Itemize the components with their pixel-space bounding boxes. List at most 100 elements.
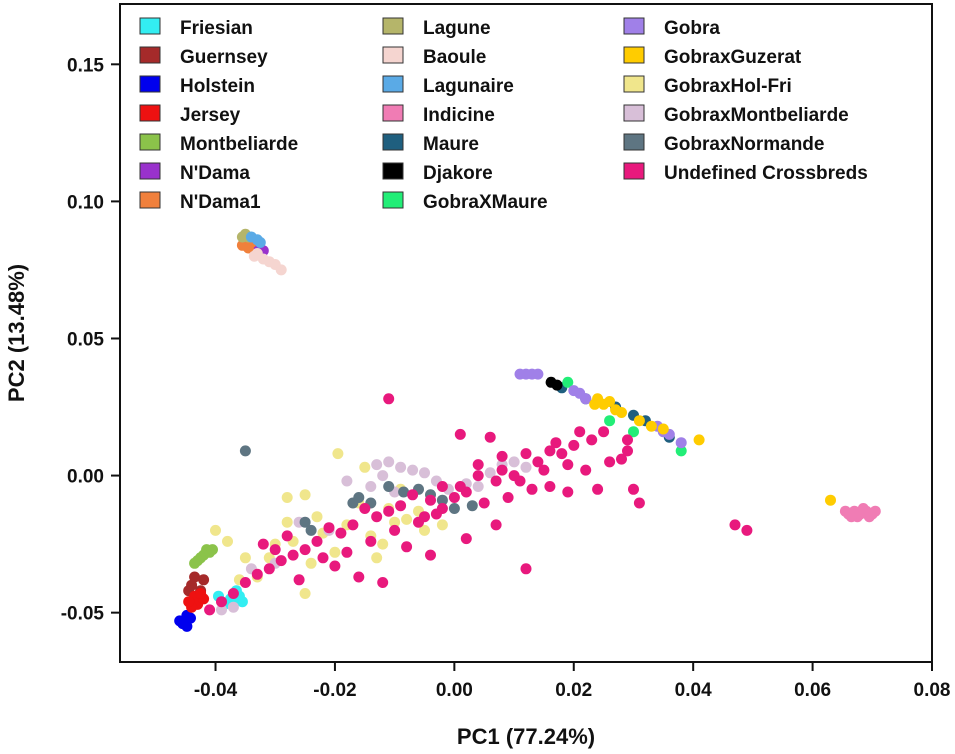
point-undefined-crossbreds <box>251 568 263 580</box>
legend-label: Gobra <box>664 18 720 39</box>
point-undefined-crossbreds <box>622 445 633 457</box>
point-undefined-crossbreds <box>633 497 645 509</box>
legend-label: Djakore <box>423 163 493 184</box>
x-axis-title: PC1 (77.24%) <box>457 724 595 749</box>
point-baoule <box>275 264 287 276</box>
point-undefined-crossbreds <box>490 519 502 531</box>
legend-label: GobraxNormande <box>664 134 824 155</box>
point-undefined-crossbreds <box>562 459 574 471</box>
point-undefined-crossbreds <box>430 508 442 520</box>
point-undefined-crossbreds <box>425 494 436 506</box>
point-undefined-crossbreds <box>568 439 580 451</box>
point-gobraxnormande <box>448 503 460 514</box>
point-undefined-crossbreds <box>239 577 251 588</box>
legend-label: Montbeliarde <box>180 134 298 155</box>
legend-swatch <box>382 133 404 151</box>
point-undefined-crossbreds <box>556 448 568 460</box>
legend-swatch <box>623 75 645 93</box>
point-undefined-crossbreds <box>598 426 610 438</box>
legend-swatch <box>382 75 404 93</box>
point-jersey <box>195 588 207 599</box>
point-undefined-crossbreds <box>508 470 520 482</box>
point-undefined-crossbreds <box>741 524 753 536</box>
point-gobraxnormande <box>466 500 478 512</box>
point-gobraxnormande <box>239 445 251 457</box>
point-undefined-crossbreds <box>454 481 466 492</box>
legend-swatch <box>139 133 161 151</box>
point-undefined-crossbreds <box>389 524 401 536</box>
point-djakore <box>551 379 563 391</box>
point-guernsey <box>198 574 210 586</box>
point-undefined-crossbreds <box>347 519 359 531</box>
point-undefined-crossbreds <box>574 426 586 438</box>
legend-swatch <box>382 191 404 209</box>
point-gobraxmaure <box>604 415 616 427</box>
point-undefined-crossbreds <box>544 445 556 457</box>
legend-label: Lagune <box>423 18 491 39</box>
point-undefined-crossbreds <box>592 483 604 495</box>
y-tick-label: 0.05 <box>67 329 104 350</box>
point-lagune <box>236 231 248 243</box>
y-tick-label: -0.05 <box>61 604 105 625</box>
legend-swatch <box>139 46 161 64</box>
point-gobraxnormande <box>436 494 448 506</box>
point-undefined-crossbreds <box>472 470 484 482</box>
point-undefined-crossbreds <box>257 538 269 550</box>
legend-label: N'Dama1 <box>180 192 261 213</box>
point-undefined-crossbreds <box>383 393 395 405</box>
point-baoule <box>251 248 263 259</box>
legend-label: Jersey <box>180 105 241 126</box>
point-undefined-crossbreds <box>550 437 562 449</box>
legend-label: GobraxMontbeliarde <box>664 105 849 126</box>
point-undefined-crossbreds <box>401 541 413 553</box>
point-friesian <box>236 596 248 608</box>
y-tick-label: 0.10 <box>67 192 104 213</box>
point-gobraxhol-fri <box>359 461 371 473</box>
point-undefined-crossbreds <box>544 481 556 492</box>
legend-swatch <box>139 17 161 35</box>
x-tick-label: 0.02 <box>555 680 592 701</box>
point-undefined-crossbreds <box>436 481 448 492</box>
point-undefined-crossbreds <box>484 431 496 443</box>
point-gobra <box>532 368 544 380</box>
point-montbeliarde <box>189 557 201 569</box>
point-undefined-crossbreds <box>490 475 502 487</box>
point-indicine <box>869 505 881 517</box>
legend-swatch <box>139 191 161 209</box>
point-undefined-crossbreds <box>562 486 574 498</box>
point-undefined-crossbreds <box>371 511 383 523</box>
point-gobraxhol-fri <box>299 588 311 599</box>
x-tick-label: 0.00 <box>436 680 473 701</box>
point-undefined-crossbreds <box>586 434 598 446</box>
point-gobraxmontbeliarde <box>216 604 227 616</box>
point-gobraxmontbeliarde <box>371 459 383 471</box>
x-tick-label: 0.06 <box>794 680 831 701</box>
point-undefined-crossbreds <box>616 453 627 465</box>
point-undefined-crossbreds <box>281 530 293 542</box>
point-jersey <box>183 596 195 608</box>
point-gobraxhol-fri <box>281 492 293 503</box>
point-gobraxhol-fri <box>311 511 323 523</box>
point-undefined-crossbreds <box>335 527 347 539</box>
point-undefined-crossbreds <box>526 483 538 495</box>
point-gobraxhol-fri <box>389 516 401 528</box>
point-undefined-crossbreds <box>311 535 323 547</box>
legend-label: Guernsey <box>180 47 268 68</box>
point-undefined-crossbreds <box>532 456 544 468</box>
legend-swatch <box>382 162 404 180</box>
point-undefined-crossbreds <box>604 456 616 468</box>
point-undefined-crossbreds <box>478 497 490 509</box>
point-gobraxmontbeliarde <box>472 481 484 492</box>
point-undefined-crossbreds <box>520 448 532 460</box>
point-gobraxmontbeliarde <box>377 470 389 482</box>
y-tick-label: 0.15 <box>67 55 104 76</box>
point-undefined-crossbreds <box>472 459 484 471</box>
x-tick-label: 0.04 <box>675 680 712 701</box>
point-indicine <box>845 511 857 523</box>
points-layer <box>174 228 881 632</box>
point-indicine <box>857 503 869 514</box>
legend-label: GobraxHol-Fri <box>664 76 792 97</box>
point-gobraxhol-fri <box>222 535 233 547</box>
legend: Friesian Guernsey Holstein Jersey Montbeliar… <box>139 17 868 213</box>
point-gobraxmaure <box>628 426 639 438</box>
